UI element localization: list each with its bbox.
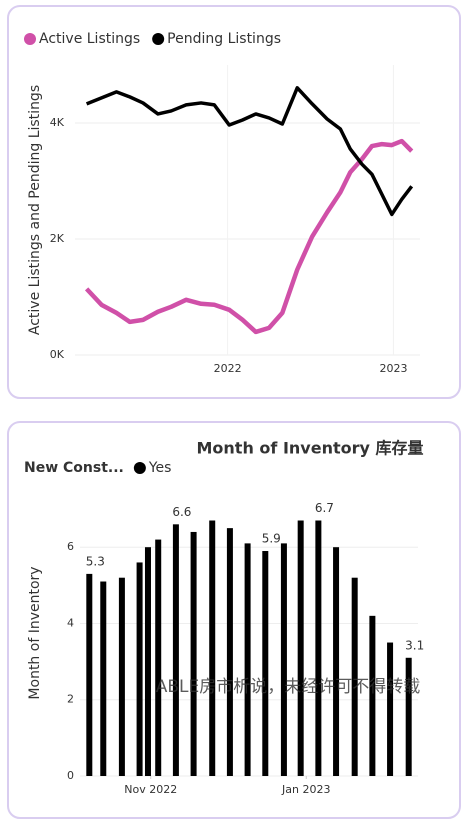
- bar: [209, 520, 216, 776]
- y-tick-label: 0K: [50, 348, 65, 361]
- y-tick-label: 4K: [50, 116, 65, 129]
- legend-swatch: [133, 462, 146, 474]
- x-tick-label: 2022: [214, 362, 242, 375]
- data-label: 5.3: [86, 554, 105, 568]
- legend-swatch: [24, 33, 36, 45]
- bar: [226, 528, 233, 776]
- x-tick-label: Nov 2022: [124, 783, 177, 796]
- data-label: 5.9: [262, 532, 281, 546]
- x-tick-label: 2023: [379, 362, 407, 375]
- bar: [136, 562, 143, 776]
- bar: [333, 547, 340, 776]
- line-series: [84, 138, 414, 335]
- legend-label: Pending Listings: [167, 31, 281, 47]
- data-label: 6.6: [172, 505, 191, 519]
- data-label: 6.7: [315, 501, 334, 515]
- bar: [315, 520, 322, 776]
- bar: [280, 543, 287, 776]
- y-tick-label: 2K: [50, 232, 65, 245]
- bar: [155, 539, 162, 776]
- x-tick-label: Jan 2023: [281, 783, 330, 796]
- legend-label: Yes: [148, 460, 172, 476]
- bar: [190, 531, 197, 776]
- y-axis-label: Active Listings and Pending Listings: [27, 85, 43, 335]
- bar: [297, 520, 304, 776]
- y-tick-label: 0: [67, 769, 74, 782]
- y-tick-label: 2: [67, 693, 74, 706]
- y-tick-label: 6: [67, 540, 74, 553]
- bar: [118, 577, 125, 776]
- bar: [244, 543, 251, 776]
- bar: [262, 551, 269, 776]
- legend-label: Active Listings: [39, 31, 140, 47]
- watermark: ABLE房市析说，未经许可不得转载: [156, 677, 421, 697]
- data-label: 3.1: [405, 638, 424, 652]
- y-tick-label: 4: [67, 616, 74, 629]
- y-axis-label: Month of Inventory: [27, 566, 43, 699]
- bar: [100, 581, 107, 776]
- bar: [387, 642, 394, 776]
- legend-title: New Const...: [24, 460, 124, 476]
- bar: [172, 524, 179, 776]
- legend-swatch: [152, 33, 165, 45]
- line-series: [85, 86, 414, 217]
- bar: [86, 573, 93, 776]
- card: [7, 5, 461, 399]
- bar: [369, 615, 376, 776]
- bar: [351, 577, 358, 776]
- chart-title: Month of Inventory 库存量: [197, 439, 424, 458]
- bar: [144, 547, 151, 776]
- bar: [405, 657, 412, 776]
